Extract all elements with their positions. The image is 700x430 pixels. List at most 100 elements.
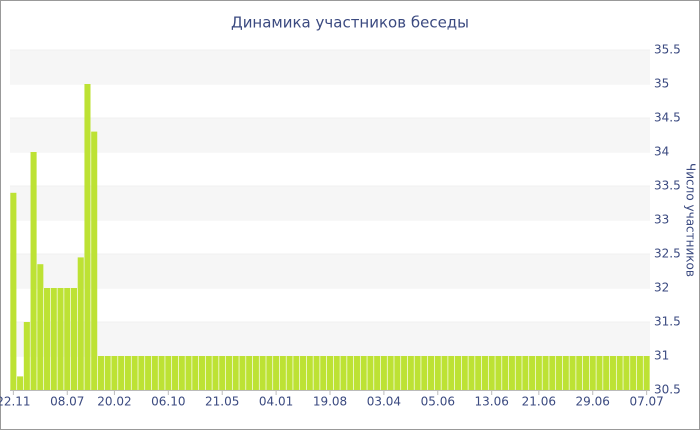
x-tick-label: 08.07	[50, 395, 84, 409]
bar	[57, 288, 64, 390]
x-tick-label: 20.02	[97, 395, 131, 409]
bar	[151, 356, 158, 390]
bar	[259, 356, 266, 390]
bar	[333, 356, 340, 390]
bar	[124, 356, 131, 390]
grid-band	[10, 118, 650, 152]
bar	[172, 356, 179, 390]
bar	[401, 356, 408, 390]
bar	[468, 356, 475, 390]
bar	[77, 257, 84, 390]
y-tick-label: 35	[654, 77, 669, 91]
bar	[37, 264, 44, 390]
y-tick-label: 35.5	[654, 43, 681, 57]
bar	[428, 356, 435, 390]
bar	[178, 356, 185, 390]
grid-band	[10, 254, 650, 288]
x-tick-label: 21.06	[522, 395, 556, 409]
x-tick-label: 06.10	[151, 395, 185, 409]
bar	[387, 356, 394, 390]
bar	[515, 356, 522, 390]
x-tick-label: 04.01	[259, 395, 293, 409]
bar	[23, 322, 30, 390]
bar	[97, 356, 104, 390]
bar	[603, 356, 610, 390]
bar	[481, 356, 488, 390]
bar	[279, 356, 286, 390]
bar	[522, 356, 529, 390]
bar	[569, 356, 576, 390]
y-tick-label: 33	[654, 213, 669, 227]
bar	[394, 356, 401, 390]
x-tick-label: 13.06	[475, 395, 509, 409]
bar	[313, 356, 320, 390]
bar	[165, 356, 172, 390]
bar	[549, 356, 556, 390]
bar	[158, 356, 165, 390]
bar	[630, 356, 637, 390]
bar	[252, 356, 259, 390]
bar	[576, 356, 583, 390]
bar	[192, 356, 199, 390]
bar	[374, 356, 381, 390]
bar	[488, 356, 495, 390]
bar	[434, 356, 441, 390]
bar	[104, 356, 111, 390]
bar	[454, 356, 462, 390]
bar	[185, 356, 192, 390]
bar	[643, 356, 650, 390]
bar	[448, 356, 455, 390]
bar	[131, 356, 138, 390]
bar	[380, 356, 387, 390]
bar	[219, 356, 226, 390]
grid-band	[10, 50, 650, 84]
bar	[70, 288, 78, 390]
bar	[636, 356, 643, 390]
bar	[266, 356, 273, 390]
bar	[542, 356, 549, 390]
y-tick-label: 34.5	[654, 111, 681, 125]
x-tick-label: 19.08	[313, 395, 347, 409]
bar	[246, 356, 253, 390]
bar	[475, 356, 482, 390]
bar	[353, 356, 360, 390]
chart-title: Динамика участников беседы	[231, 14, 469, 32]
y-tick-label: 30.5	[654, 383, 681, 397]
bar	[84, 84, 91, 390]
x-tick-label: 21.05	[205, 395, 239, 409]
bar	[300, 356, 307, 390]
bar	[212, 356, 219, 390]
bar	[596, 356, 603, 390]
bar	[623, 356, 630, 390]
grid-band	[10, 186, 650, 220]
bar	[205, 356, 212, 390]
bar	[118, 356, 125, 390]
y-axis-title: Число участников	[684, 163, 698, 277]
bar	[347, 356, 354, 390]
bar	[273, 356, 280, 390]
bar	[508, 356, 515, 390]
bar	[111, 356, 118, 390]
bar	[138, 356, 145, 390]
bar	[535, 356, 542, 390]
bar	[421, 356, 428, 390]
bar	[225, 356, 232, 390]
bar	[502, 356, 509, 390]
bar	[360, 356, 367, 390]
bar	[407, 356, 414, 390]
x-tick-label: 03.04	[367, 395, 401, 409]
y-tick-label: 33.5	[654, 179, 681, 193]
y-tick-label: 32	[654, 281, 669, 295]
bar	[616, 356, 623, 390]
bar	[589, 356, 596, 390]
bar	[232, 356, 239, 390]
y-tick-label: 31.5	[654, 315, 681, 329]
bar	[340, 356, 347, 390]
bar	[44, 288, 51, 390]
x-tick-label: 07.07	[629, 395, 663, 409]
x-tick-label: 05.06	[421, 395, 455, 409]
y-tick-label: 32.5	[654, 247, 681, 261]
bar	[50, 288, 57, 390]
bar	[293, 356, 300, 390]
bar	[556, 356, 563, 390]
